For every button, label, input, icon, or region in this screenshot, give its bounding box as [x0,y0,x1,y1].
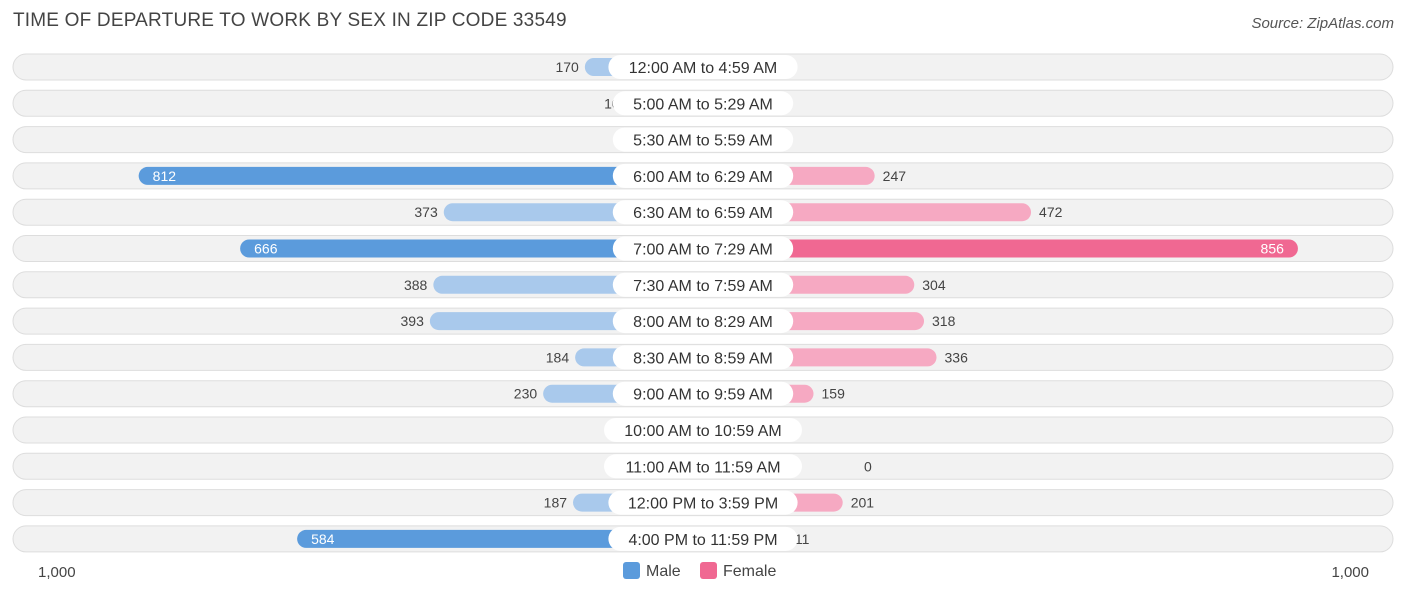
category-label: 11:00 AM to 11:59 AM [625,459,780,476]
category-pill [604,454,802,479]
value-label-male: 373 [414,204,438,220]
category-pill [608,490,798,515]
source-note: Source: ZipAtlas.com [1251,15,1394,32]
value-label-male: 184 [546,349,570,365]
legend: Male Female [623,562,776,580]
chart-row: 373 472 6:30 AM to 6:59 AM [12,198,1394,226]
chart-title: TIME OF DEPARTURE TO WORK BY SEX IN ZIP … [13,10,567,31]
chart-row: 230 159 9:00 AM to 9:59 AM [12,380,1394,408]
bar-male [240,239,703,258]
value-label-female: 336 [945,349,969,365]
legend-swatch-female [700,562,717,579]
value-label-male: 393 [401,313,425,329]
value-label-female: 0 [864,458,872,474]
axis-label-left: 1,000 [38,564,76,581]
category-label: 6:00 AM to 6:29 AM [633,169,773,186]
bar-male [138,166,703,185]
chart-row: 184 336 8:30 AM to 8:59 AM [12,343,1394,371]
chart-row: 68011:00 AM to 11:59 AM [12,452,1394,480]
chart-row: 187 201 12:00 PM to 3:59 PM [12,489,1394,517]
bar-female [703,239,1298,258]
category-label: 7:30 AM to 7:59 AM [633,278,773,295]
bar-male [297,529,703,548]
category-label: 5:00 AM to 5:29 AM [633,96,773,113]
category-pill [604,418,802,442]
category-label: 4:00 PM to 11:59 PM [628,532,777,549]
value-label-female: 472 [1039,204,1063,220]
category-pill [612,309,794,334]
category-pill [612,236,794,261]
category-label: 9:00 AM to 9:59 AM [633,387,773,404]
category-label: 10:00 AM to 10:59 AM [624,423,781,440]
category-label: 12:00 PM to 3:59 PM [628,496,778,513]
chart-row: 393 318 8:00 AM to 8:29 AM [12,307,1394,335]
value-label-female: 159 [822,386,846,402]
legend-label-female: Female [723,563,776,580]
category-label: 7:00 AM to 7:29 AM [633,242,773,259]
value-label-female: 247 [883,168,907,184]
chart-row: 100245:00 AM to 5:29 AM [12,89,1394,117]
category-pill [612,163,794,188]
category-pill [612,272,794,297]
chart-row: 812 247 6:00 AM to 6:29 AM [12,162,1394,190]
value-label-male: 666 [254,241,278,257]
chart-row: 1708212:00 AM to 4:59 AM [12,53,1394,81]
category-pill [608,55,798,79]
category-pill [612,345,794,370]
axis-label-right: 1,000 [1331,564,1369,581]
value-label-male: 170 [555,59,579,75]
category-label: 8:00 AM to 8:29 AM [633,314,773,331]
value-label-female: 304 [922,277,946,293]
value-label-female: 201 [851,495,875,511]
legend-label-male: Male [646,563,681,580]
value-label-male: 230 [514,386,538,402]
value-label-female: 856 [1261,241,1285,257]
value-label-female: 318 [932,313,956,329]
category-pill [612,200,794,225]
category-label: 12:00 AM to 4:59 AM [629,60,778,77]
value-label-male: 187 [544,495,568,511]
chart-row: 564110:00 AM to 10:59 AM [12,416,1394,444]
category-label: 5:30 AM to 5:59 AM [633,133,773,150]
category-pill [612,91,794,116]
category-label: 8:30 AM to 8:59 AM [633,350,773,367]
value-label-male: 812 [153,168,177,184]
value-label-male: 388 [404,277,428,293]
category-pill [612,127,794,152]
legend-swatch-male [623,562,640,579]
chart-row: 388 304 7:30 AM to 7:59 AM [12,271,1394,299]
chart-row: 666 856 7:00 AM to 7:29 AM [12,235,1394,262]
value-label-male: 584 [311,531,335,547]
category-pill [612,381,794,406]
category-pill [608,526,798,551]
chart-row: 67205:30 AM to 5:59 AM [12,126,1394,154]
chart-rows: 1708212:00 AM to 4:59 AM 100245:00 AM to … [12,53,1394,553]
category-label: 6:30 AM to 6:59 AM [633,205,773,222]
